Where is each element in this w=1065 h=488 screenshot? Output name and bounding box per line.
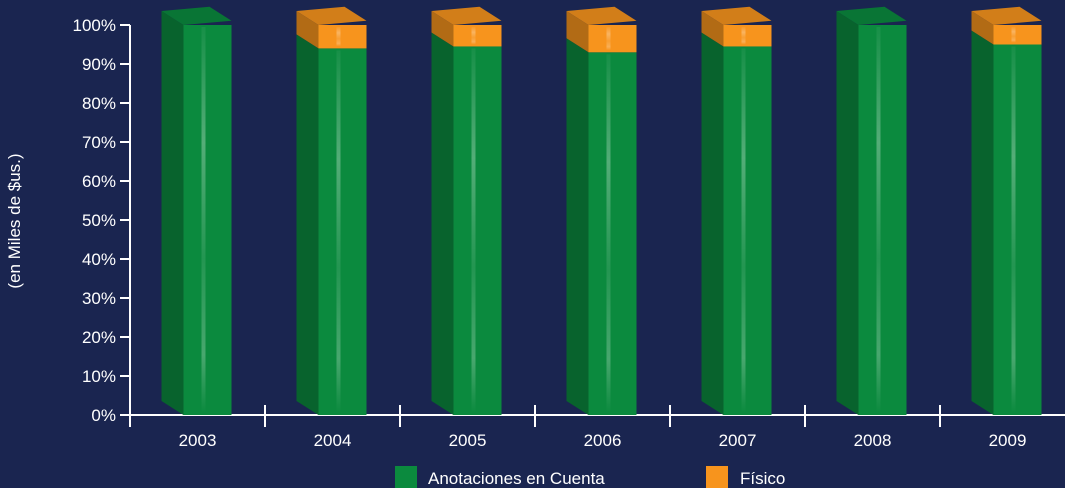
y-tick-label: 70% xyxy=(82,133,116,152)
bar-segment-side xyxy=(566,38,589,416)
bar-top-cap xyxy=(566,6,637,26)
y-tick-label: 50% xyxy=(82,211,116,230)
bar-segment xyxy=(318,25,367,49)
y-tick-label: 10% xyxy=(82,367,116,386)
bar-shine xyxy=(201,27,206,413)
bar-segment-side xyxy=(431,11,454,47)
bar-segment xyxy=(993,25,1042,45)
bar-shine xyxy=(741,48,746,413)
y-axis-label: (en Miles de $us.) xyxy=(5,153,24,288)
bar-top-cap xyxy=(971,6,1042,26)
legend-label: Físico xyxy=(740,469,785,488)
bar-segment-side xyxy=(701,32,724,415)
bar-segment-side xyxy=(566,11,589,53)
y-tick-label: 90% xyxy=(82,55,116,74)
x-tick-label: 2009 xyxy=(989,431,1027,450)
bar-shine xyxy=(336,27,341,47)
bar-shine xyxy=(606,27,611,51)
bar-top-cap xyxy=(296,6,367,26)
x-tick-label: 2007 xyxy=(719,431,757,450)
bar-2007 xyxy=(701,6,772,415)
bar-shine xyxy=(336,50,341,414)
bar-segment xyxy=(183,25,232,415)
bar-segment xyxy=(858,25,907,415)
bar-segment xyxy=(723,46,772,415)
bar-shine xyxy=(606,54,611,414)
bar-segment-side xyxy=(296,34,319,416)
bar-2003 xyxy=(161,6,232,415)
legend-label: Anotaciones en Cuenta xyxy=(428,469,605,488)
y-tick-label: 80% xyxy=(82,94,116,113)
bar-segment xyxy=(453,46,502,415)
bar-segment xyxy=(318,48,367,416)
legend: Anotaciones en Cuenta Físico xyxy=(395,466,785,488)
bar-shine xyxy=(741,27,746,45)
bar-segment xyxy=(588,25,637,53)
x-tick-label: 2005 xyxy=(449,431,487,450)
bar-shine xyxy=(471,48,476,413)
bar-2009 xyxy=(971,6,1042,415)
y-tick-label: 0% xyxy=(91,406,116,425)
y-tick-label: 20% xyxy=(82,328,116,347)
bar-shine xyxy=(471,27,476,45)
legend-swatch xyxy=(395,466,417,488)
y-tick-label: 100% xyxy=(73,16,116,35)
x-tick-label: 2004 xyxy=(314,431,352,450)
x-tick-label: 2003 xyxy=(179,431,217,450)
bar-shine xyxy=(1011,46,1016,413)
bar-top-cap xyxy=(431,6,502,26)
bars xyxy=(161,6,1042,416)
bar-shine xyxy=(876,27,881,413)
bar-segment-side xyxy=(836,11,859,415)
bar-segment-side xyxy=(161,11,184,415)
x-tick-label: 2006 xyxy=(584,431,622,450)
y-tick-label: 40% xyxy=(82,250,116,269)
bar-top-cap xyxy=(701,6,772,26)
bar-segment xyxy=(588,52,637,416)
bar-segment xyxy=(993,44,1042,415)
bar-segment-side xyxy=(431,32,454,415)
y-tick-label: 30% xyxy=(82,289,116,308)
bar-segment xyxy=(723,25,772,47)
bar-shine xyxy=(1011,27,1016,43)
bar-top-cap xyxy=(161,6,232,26)
legend-swatch xyxy=(706,466,728,488)
x-tick-label: 2008 xyxy=(854,431,892,450)
bar-segment-side xyxy=(971,30,994,415)
bar-segment xyxy=(453,25,502,47)
axes: 0% 10% 20% 30% 40% 50% 60% 70% 80% 90% 100% 2003 200… xyxy=(73,16,1065,450)
bar-2005 xyxy=(431,6,502,415)
bar-2006 xyxy=(566,6,637,416)
bar-2008 xyxy=(836,6,907,415)
y-tick-label: 60% xyxy=(82,172,116,191)
bar-segment-side xyxy=(701,11,724,47)
bar-2004 xyxy=(296,6,367,416)
bar-segment-side xyxy=(296,11,319,49)
bar-top-cap xyxy=(836,6,907,26)
bar-segment-side xyxy=(971,11,994,45)
